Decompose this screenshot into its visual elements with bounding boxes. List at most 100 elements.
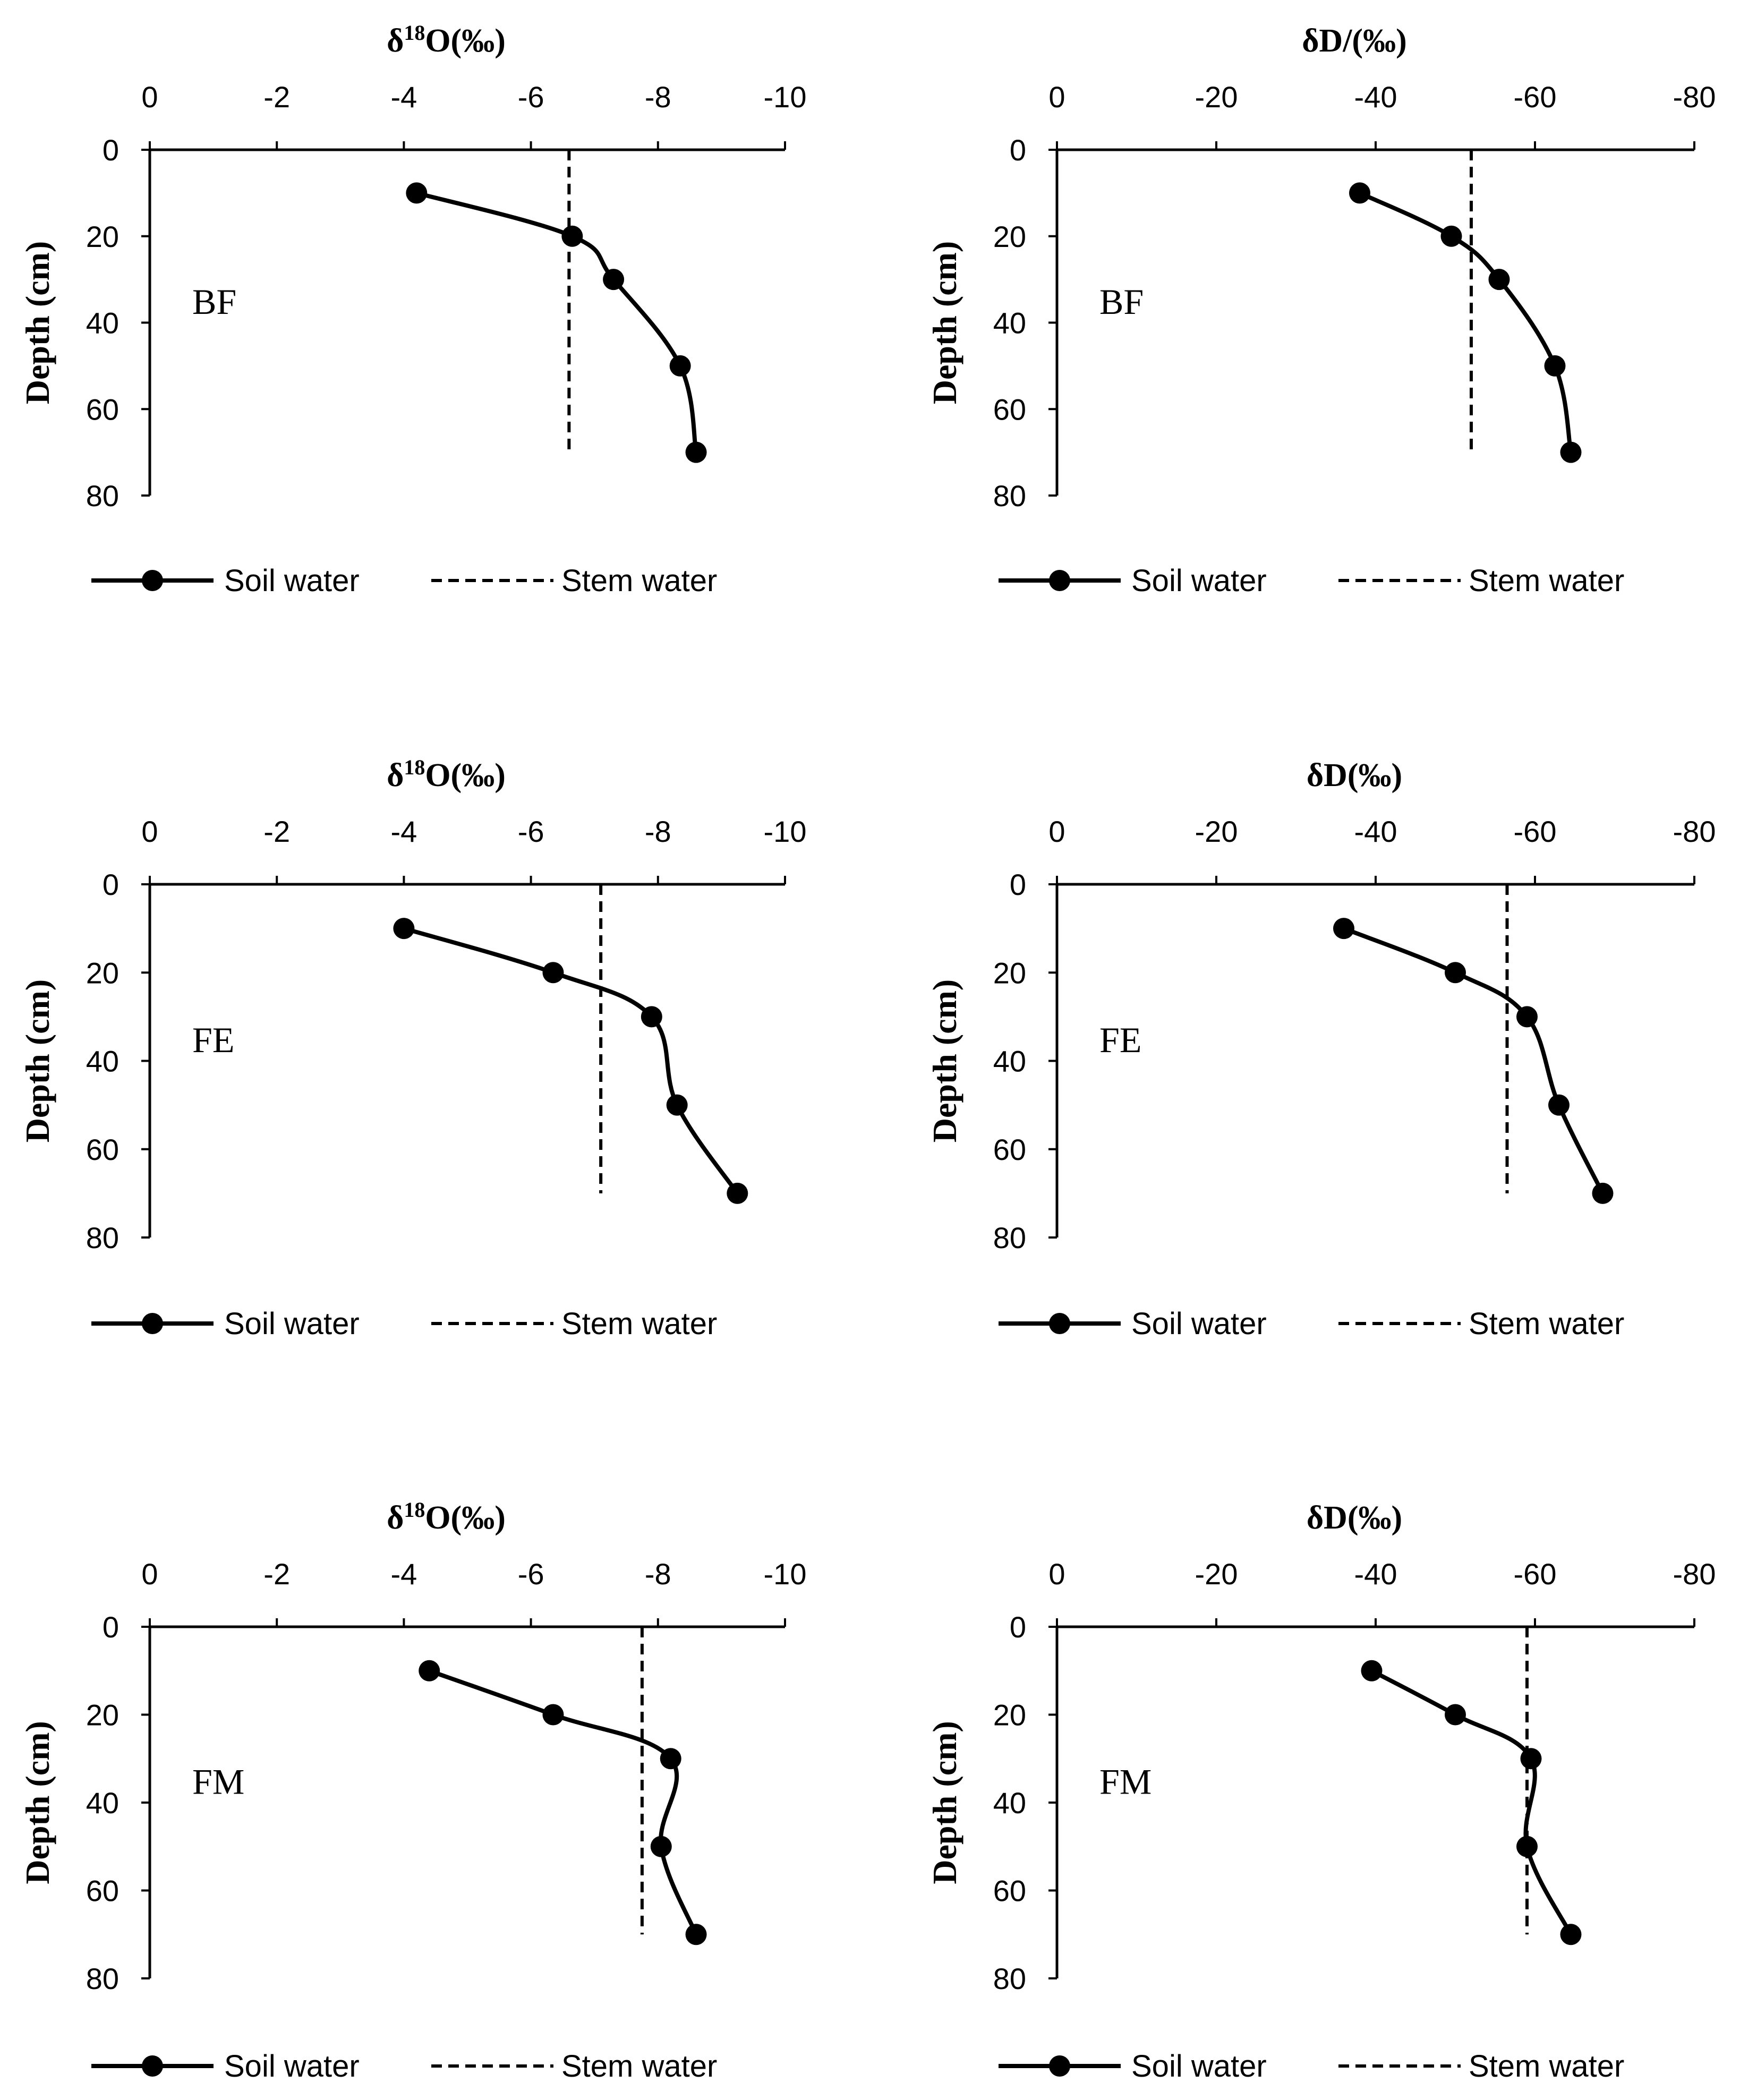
soil-water-point	[1520, 1748, 1542, 1770]
x-tick-label: 0	[1048, 80, 1065, 114]
soil-water-point	[1544, 355, 1566, 377]
y-tick-label: 0	[103, 868, 119, 901]
x-tick-label: -4	[391, 80, 417, 114]
legend-soil-water-marker	[142, 570, 163, 591]
legend-soil-water-marker	[142, 1313, 163, 1334]
legend-soil-water-marker	[1049, 1313, 1070, 1334]
x-tick-label: -6	[518, 1557, 544, 1591]
x-tick-label: -8	[645, 815, 671, 848]
soil-water-point	[542, 1704, 564, 1726]
x-tick-label: -80	[1673, 1557, 1716, 1591]
soil-water-point	[1333, 918, 1354, 940]
panel-label: FM	[192, 1761, 244, 1802]
legend-soil-water-label: Soil water	[1131, 1307, 1267, 1341]
x-tick-label: -10	[764, 815, 807, 848]
y-tick-label: 0	[103, 1610, 119, 1644]
x-tick-label: -2	[263, 80, 290, 114]
series-soil-water-line	[1370, 1669, 1573, 1936]
soil-water-point	[1445, 962, 1466, 984]
chart-panel-fe-dd: 0 -20 -40 -60 -80 0 20 40 60 80 δD(‰) Depth (cm) FE S…	[926, 757, 1716, 1341]
panel-label: FE	[1099, 1020, 1141, 1060]
legend-soil-water-marker	[142, 2055, 163, 2077]
y-axis-title: Depth (cm)	[926, 241, 963, 404]
soil-water-point	[1488, 269, 1510, 291]
x-tick-label: -4	[391, 1557, 417, 1591]
y-tick-label: 80	[993, 1962, 1026, 1995]
y-axis-title: Depth (cm)	[926, 979, 963, 1142]
legend-soil-water-label: Soil water	[1131, 2049, 1267, 2084]
x-axis-title: δ18O(‰)	[387, 21, 506, 59]
y-tick-label: 80	[86, 479, 119, 513]
x-tick-label: -20	[1195, 815, 1238, 848]
legend-soil-water-label: Soil water	[224, 564, 360, 598]
y-tick-label: 0	[103, 133, 119, 167]
x-tick-label: -60	[1514, 1557, 1557, 1591]
series-soil-water-line	[1343, 926, 1605, 1194]
soil-water-point	[685, 1924, 707, 1945]
y-tick-label: 60	[86, 392, 119, 426]
y-tick-label: 40	[86, 306, 119, 340]
x-tick-label: -6	[518, 80, 544, 114]
soil-water-point	[561, 225, 583, 247]
x-tick-label: -10	[764, 1557, 807, 1591]
y-tick-label: 40	[86, 1786, 119, 1820]
x-tick-label: -80	[1673, 80, 1716, 114]
x-tick-label: -60	[1514, 80, 1557, 114]
y-tick-label: 40	[993, 1786, 1026, 1820]
x-tick-label: -10	[764, 80, 807, 114]
soil-water-point	[1560, 1924, 1582, 1945]
x-axis-title: δ18O(‰)	[387, 1498, 506, 1536]
y-tick-label: 20	[993, 220, 1026, 253]
soil-water-point	[603, 269, 625, 291]
x-tick-label: 0	[1048, 815, 1065, 848]
y-tick-label: 60	[993, 392, 1026, 426]
soil-water-point	[1516, 1836, 1538, 1857]
legend-stem-water-label: Stem water	[561, 1307, 717, 1341]
x-tick-label: 0	[141, 80, 158, 114]
series-soil-water-line	[416, 191, 698, 453]
y-tick-label: 40	[86, 1045, 119, 1078]
x-tick-label: -20	[1195, 1557, 1238, 1591]
x-tick-label: -2	[263, 1557, 290, 1591]
chart-panel-fe-o18: 0 -2 -4 -6 -8 -10 0 20 40 60 80 δ18O(‰) Depth (cm) FE…	[19, 755, 806, 1342]
legend-stem-water-label: Stem water	[1469, 1307, 1624, 1341]
y-tick-label: 80	[993, 1221, 1026, 1254]
legend-soil-water-label: Soil water	[224, 2049, 360, 2084]
y-tick-label: 40	[993, 1045, 1026, 1078]
soil-water-point	[685, 441, 707, 463]
y-tick-label: 20	[86, 220, 119, 253]
y-tick-label: 80	[86, 1221, 119, 1254]
x-axis-title: δ18O(‰)	[387, 755, 506, 794]
panel-label: BF	[192, 281, 236, 322]
soil-water-point	[393, 918, 415, 940]
y-tick-label: 0	[1010, 133, 1026, 167]
soil-water-point	[1445, 1704, 1466, 1726]
legend-soil-water-marker	[1049, 2055, 1070, 2077]
legend-stem-water-label: Stem water	[1469, 2049, 1624, 2084]
chart-panel-fm-o18: 0 -2 -4 -6 -8 -10 0 20 40 60 80 δ18O(‰) Depth (cm) FM…	[19, 1498, 806, 2084]
soil-water-point	[669, 355, 691, 377]
soil-water-point	[419, 1660, 440, 1681]
y-axis-title: Depth (cm)	[926, 1721, 963, 1884]
y-tick-label: 80	[86, 1962, 119, 1995]
soil-water-point	[542, 962, 564, 984]
soil-water-point	[1560, 441, 1582, 463]
chart-panel-bf-o18: 0 -2 -4 -6 -8 -10 0 20 40 60 80 δ18O(‰) Depth (cm) BF…	[19, 21, 806, 599]
y-axis-title: Depth (cm)	[19, 1721, 56, 1884]
panel-label: BF	[1099, 281, 1144, 322]
x-tick-label: -40	[1354, 815, 1397, 848]
x-tick-label: -60	[1514, 815, 1557, 848]
x-tick-label: -20	[1195, 80, 1238, 114]
y-tick-label: 0	[1010, 868, 1026, 901]
series-soil-water-line	[403, 926, 739, 1195]
x-tick-label: -40	[1354, 80, 1397, 114]
soil-water-point	[1548, 1094, 1570, 1116]
x-tick-label: -8	[645, 80, 671, 114]
x-tick-label: -8	[645, 1557, 671, 1591]
soil-water-point	[1349, 182, 1370, 204]
legend-stem-water-label: Stem water	[561, 564, 717, 598]
x-axis-title: δD(‰)	[1307, 757, 1402, 793]
legend-soil-water-label: Soil water	[1131, 564, 1267, 598]
panel-label: FE	[192, 1020, 234, 1060]
y-tick-label: 60	[86, 1133, 119, 1166]
